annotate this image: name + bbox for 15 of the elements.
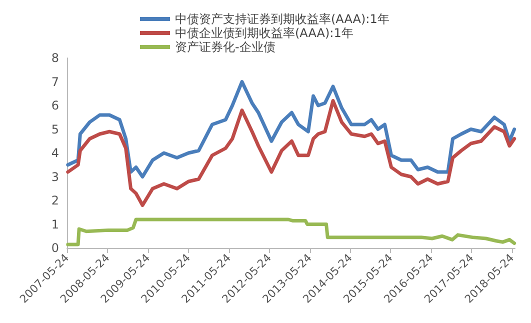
y-tick-label: 5 [51, 122, 59, 136]
line-series [66, 218, 516, 246]
y-tick-label: 7 [51, 74, 59, 89]
y-tick-label: 2 [51, 194, 59, 208]
y-tick-label: 4 [51, 146, 59, 160]
y-tick-label: 8 [51, 51, 59, 65]
y-tick-label: 0 [51, 241, 59, 255]
y-tick-label: 6 [51, 98, 59, 112]
line-series [66, 80, 516, 178]
y-tick-label: 1 [51, 217, 59, 232]
legend-label: 资产证券化-企业债 [175, 40, 276, 54]
legend-label: 中债企业债到期收益率(AAA):1年 [175, 26, 354, 40]
line-series [66, 99, 516, 207]
y-tick-label: 3 [51, 170, 59, 184]
legend-label: 中债资产支持证券到期收益率(AAA):1年 [175, 12, 390, 26]
